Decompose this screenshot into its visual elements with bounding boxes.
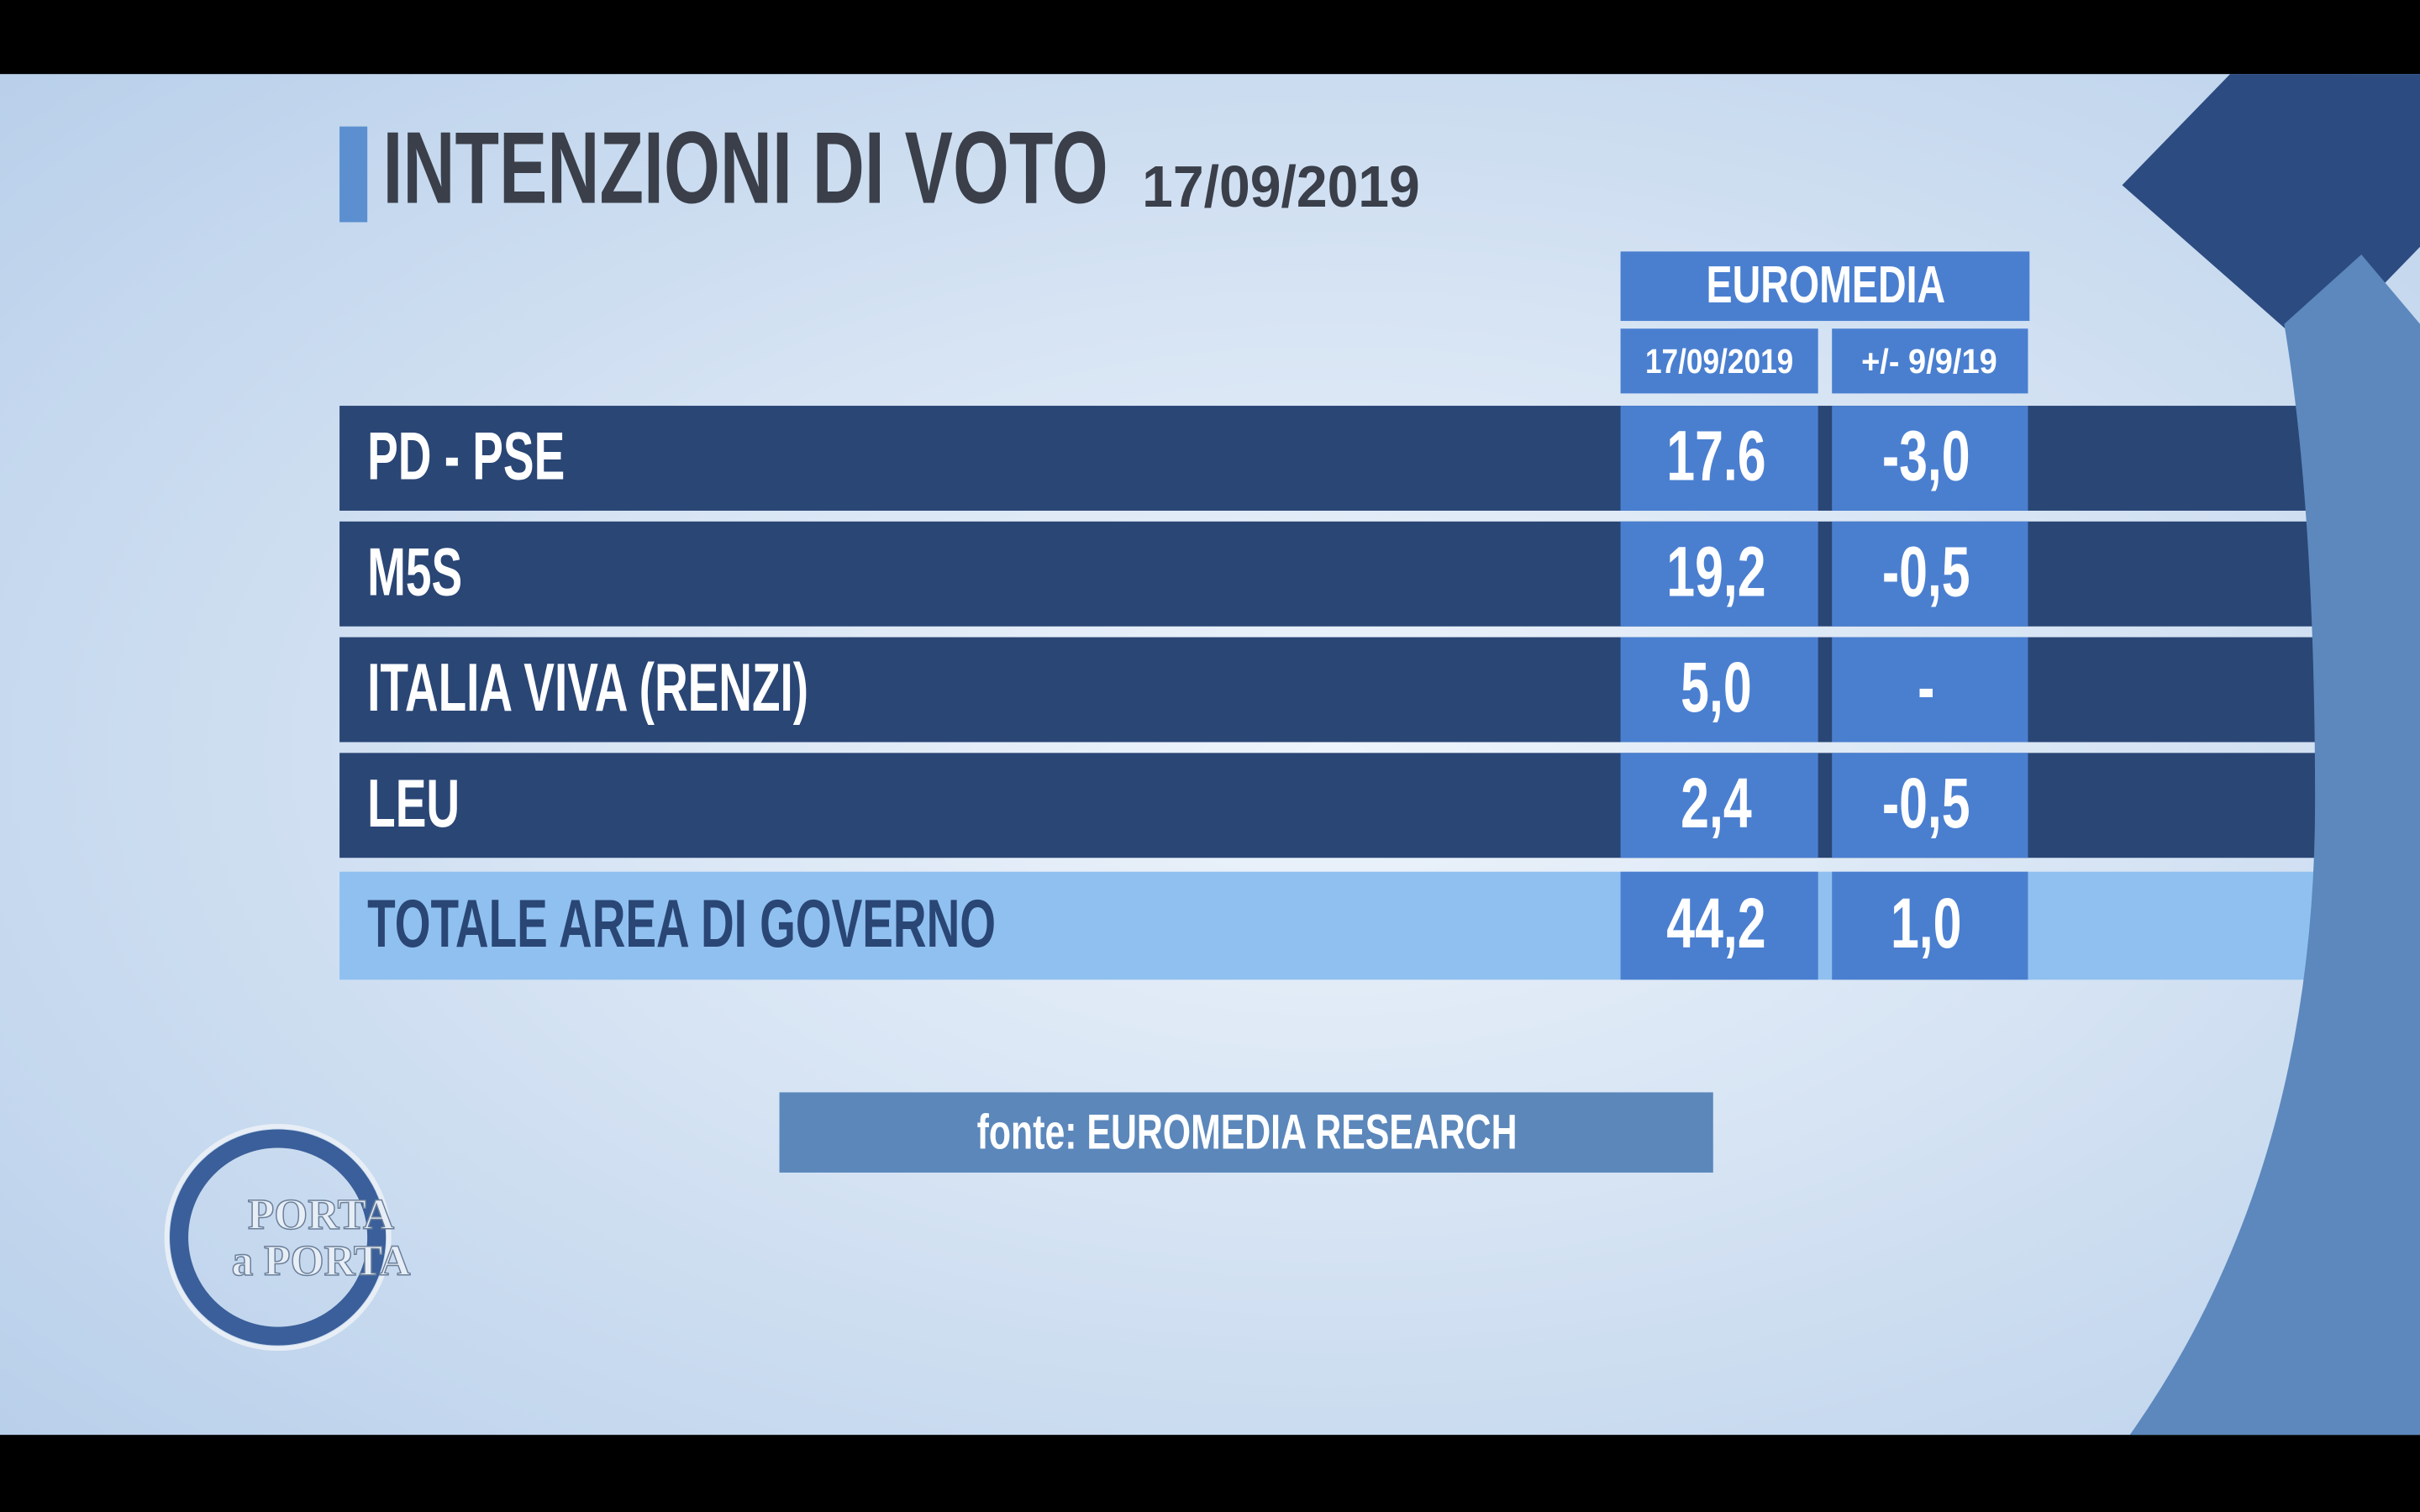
source-header-text: EUROMEDIA <box>1707 255 1946 314</box>
row-value: 5,0 <box>1681 648 1752 727</box>
logo-text: PORTA <box>248 1191 394 1239</box>
title-accent <box>339 126 368 223</box>
row-value: -3,0 <box>1882 416 1970 495</box>
column-header-text: 17/09/2019 <box>1645 342 1793 381</box>
source-header <box>1620 251 2030 322</box>
value-cell <box>1832 406 2028 511</box>
value-cell <box>1620 521 1818 627</box>
title: INTENZIONI DI VOTO <box>383 110 1108 224</box>
row-label: LEU <box>367 766 460 842</box>
value-cell <box>1620 871 1818 980</box>
value-cell <box>1832 753 2028 858</box>
table-row <box>339 406 2346 511</box>
row-label: PD - PSE <box>367 419 565 495</box>
logo-text: a PORTA <box>232 1237 411 1285</box>
row-label: ITALIA VIVA (RENZI) <box>367 650 808 726</box>
row-label: TOTALE AREA DI GOVERNO <box>367 886 996 962</box>
table-row <box>339 521 2346 627</box>
value-cell <box>1620 406 1818 511</box>
row-value: - <box>1918 648 1934 727</box>
row-value: -0,5 <box>1882 764 1970 843</box>
value-cell <box>1832 871 2028 980</box>
row-value: 44,2 <box>1666 884 1765 963</box>
logo-ring <box>164 1124 392 1352</box>
row-value: 1,0 <box>1891 884 1962 963</box>
row-value: 17.6 <box>1666 416 1765 495</box>
row-value: 19,2 <box>1666 532 1765 611</box>
value-cell <box>1620 637 1818 743</box>
footer-source: fonte: EUROMEDIA RESEARCH <box>977 1105 1518 1159</box>
footer-box <box>779 1092 1713 1173</box>
value-cell <box>1832 637 2028 743</box>
deco-arc <box>2129 255 2420 1436</box>
table-row <box>339 753 2346 858</box>
column-header <box>1832 328 2028 394</box>
row-label: M5S <box>367 534 462 610</box>
row-value: 2,4 <box>1681 764 1752 843</box>
value-cell <box>1620 753 1818 858</box>
column-header <box>1620 328 1818 394</box>
value-cell <box>1832 521 2028 627</box>
column-header-text: +/- 9/9/19 <box>1861 342 1997 381</box>
logo: PORTA a PORTA <box>164 1124 411 1352</box>
title-date: 17/09/2019 <box>1142 154 1420 219</box>
row-value: -0,5 <box>1882 532 1970 611</box>
logo-ring <box>170 1129 387 1346</box>
